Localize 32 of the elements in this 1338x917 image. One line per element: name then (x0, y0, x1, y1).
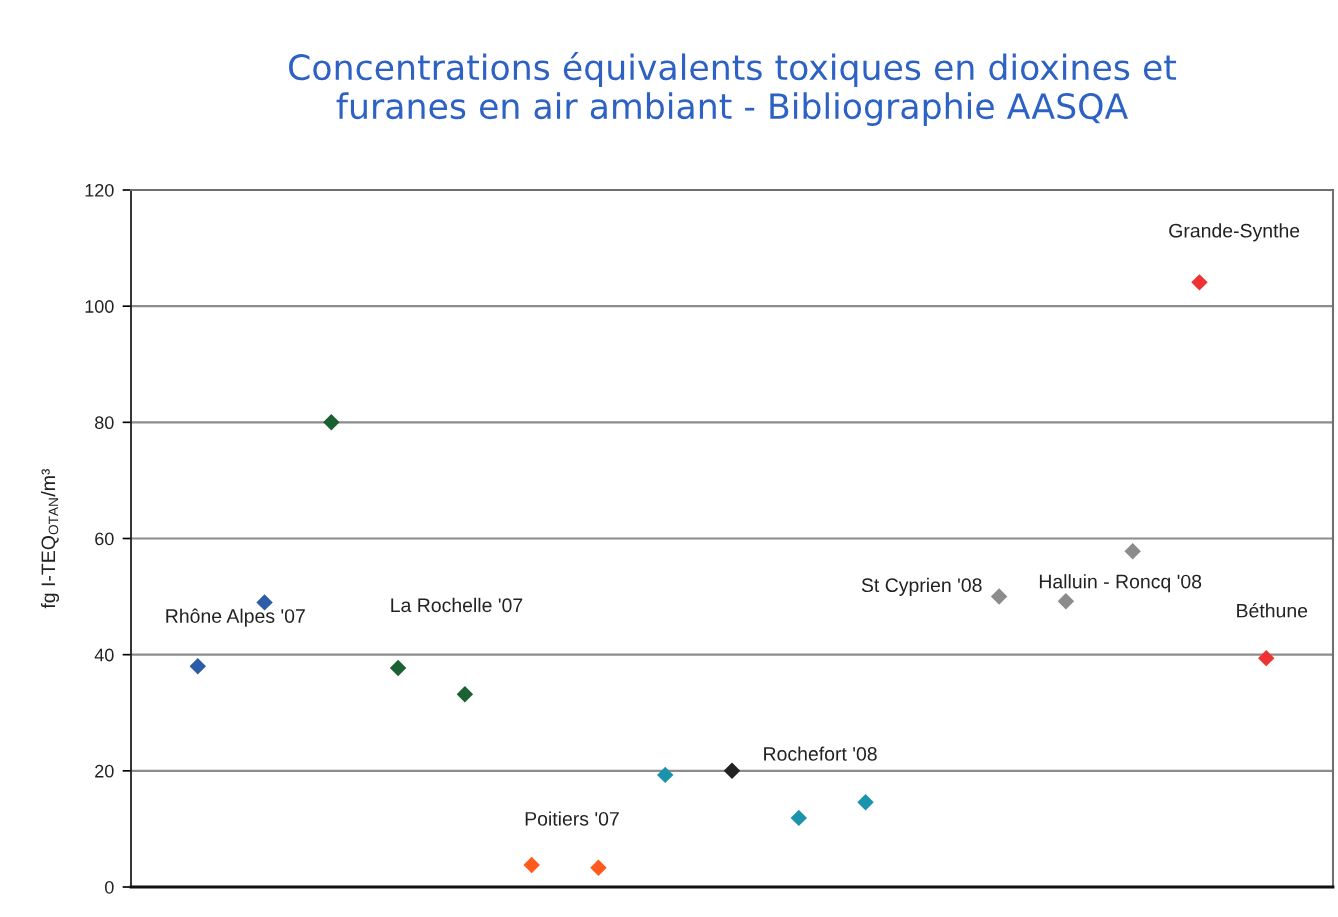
y-tick-label: 0 (105, 880, 114, 894)
y-axis-title: fg I-TEQ$_{OTAN}$/m³ (40, 468, 60, 609)
y-tick-label: 60 (95, 532, 114, 546)
y-tick-label: 120 (85, 183, 114, 197)
point (323, 414, 340, 431)
y-tick-label: 100 (85, 300, 114, 313)
series-label: Halluin - Roncq '08 (1039, 574, 1202, 593)
chart-title: Concentrations équivalents toxiques en dioxines et furanes en air ambiant - Bibliographie AASQA (289, 52, 1177, 126)
point (790, 809, 807, 827)
point (1258, 649, 1275, 667)
text: Béthune (1237, 603, 1308, 618)
y-tick-label: 20 (95, 764, 114, 778)
point (857, 793, 874, 811)
series-label: St Cyprien '08 (861, 577, 982, 596)
series-label: Rochefort '08 (764, 746, 877, 761)
y-tick-label: 80 (95, 416, 114, 430)
text: La Rochelle '07 (391, 597, 523, 613)
point (189, 658, 206, 675)
point (523, 856, 540, 874)
point (456, 685, 474, 703)
point (990, 588, 1008, 605)
point (723, 762, 741, 780)
point (657, 766, 674, 784)
text: Grande-Synthe (1169, 223, 1300, 242)
series-label: Poitiers '07 (525, 811, 619, 826)
series-label: Rhône Alpes '07 (166, 608, 305, 627)
point (1057, 593, 1075, 610)
point (389, 659, 407, 677)
point (590, 859, 607, 877)
point (1191, 274, 1208, 291)
y-tick-label: 40 (94, 648, 114, 662)
point (1124, 543, 1141, 560)
